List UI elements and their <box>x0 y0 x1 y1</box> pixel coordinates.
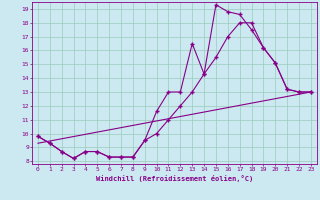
X-axis label: Windchill (Refroidissement éolien,°C): Windchill (Refroidissement éolien,°C) <box>96 175 253 182</box>
